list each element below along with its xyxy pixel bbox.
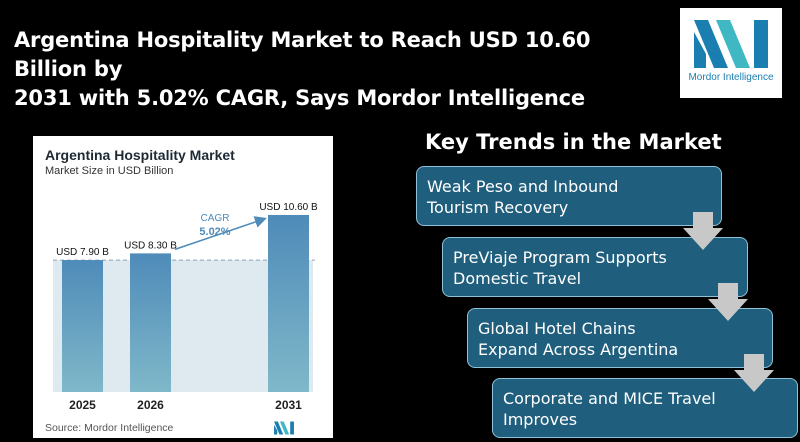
mordor-logo: Mordor Intelligence [680, 8, 782, 98]
trend-item-3-line-1: Global Hotel Chains [478, 319, 636, 338]
bar-chart: USD 7.90 B 2025 USD 8.30 B 2026 USD 10.60 B 2… [53, 202, 318, 412]
bar-2025 [62, 260, 103, 392]
headline: Argentina Hospitality Market to Reach US… [14, 26, 664, 113]
trends-title: Key Trends in the Market [425, 130, 722, 154]
bar-2026 [130, 253, 171, 392]
trend-item-3-line-2: Expand Across Argentina [478, 340, 679, 359]
logo-text: Mordor Intelligence [688, 72, 774, 83]
down-arrow-icon-1 [683, 212, 723, 250]
mini-logo-icon [274, 421, 294, 435]
headline-line-2: 2031 with 5.02% CAGR, Says Mordor Intell… [14, 86, 585, 110]
down-arrow-icon-3 [734, 354, 774, 392]
trend-item-2: PreViaje Program Supports Domestic Trave… [442, 237, 748, 297]
bar-value-label-2026: USD 8.30 B [124, 240, 177, 251]
chart-source: Source: Mordor Intelligence [45, 422, 174, 434]
trend-item-4-line-2: Improves [503, 410, 578, 429]
trend-item-1-line-2: Tourism Recovery [427, 198, 569, 217]
trend-item-4: Corporate and MICE Travel Improves [492, 378, 798, 438]
cagr-value: 5.02% [199, 226, 230, 238]
trend-item-1-line-1: Weak Peso and Inbound [427, 177, 619, 196]
bar-value-label-2025: USD 7.90 B [56, 247, 109, 258]
bar-2031 [268, 214, 309, 392]
bar-value-label-2031: USD 10.60 B [259, 202, 318, 213]
trend-item-2-line-1: PreViaje Program Supports [453, 248, 667, 267]
x-tick-label-2031: 2031 [275, 398, 302, 412]
cagr-arrow [174, 216, 267, 251]
chart-card: Argentina Hospitality Market Market Size… [33, 136, 333, 438]
trend-item-4-line-1: Corporate and MICE Travel [503, 389, 716, 408]
trend-item-3: Global Hotel Chains Expand Across Argent… [467, 308, 773, 368]
chart-subtitle: Market Size in USD Billion [45, 165, 174, 177]
down-arrow-icon-2 [708, 283, 748, 321]
trend-item-1: Weak Peso and Inbound Tourism Recovery [416, 166, 722, 226]
x-tick-label-2025: 2025 [69, 398, 96, 412]
x-tick-label-2026: 2026 [137, 398, 164, 412]
mordor-logo-mark-icon [694, 20, 768, 68]
cagr-label: CAGR [201, 213, 230, 224]
trend-item-2-line-2: Domestic Travel [453, 269, 582, 288]
headline-line-1: Argentina Hospitality Market to Reach US… [14, 28, 591, 81]
chart-title: Argentina Hospitality Market [45, 147, 235, 163]
